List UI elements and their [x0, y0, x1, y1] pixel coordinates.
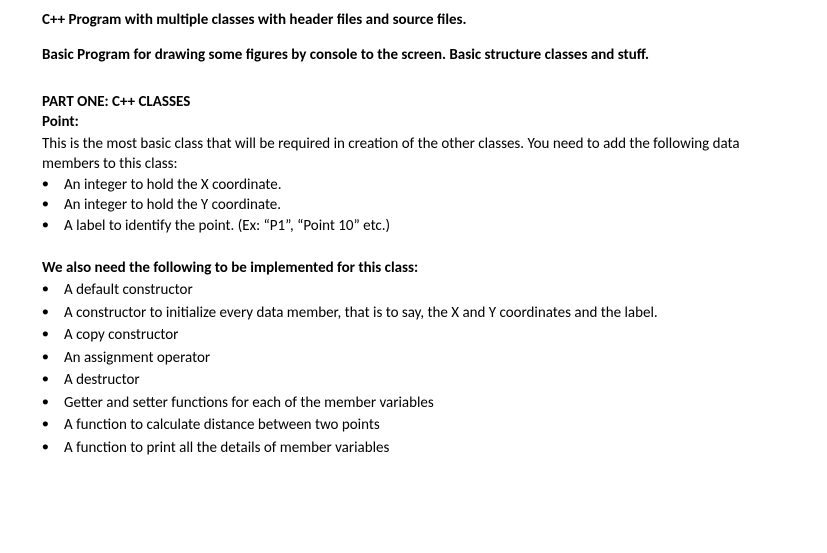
list-item: An assignment operator — [42, 347, 785, 370]
list-item: A default constructor — [42, 279, 785, 302]
implementation-header: We also need the following to be impleme… — [42, 258, 785, 278]
list-item: An integer to hold the X coordinate. — [42, 175, 785, 195]
list-item: Getter and setter functions for each of … — [42, 392, 785, 415]
doc-title-1: C++ Program with multiple classes with h… — [42, 10, 785, 31]
list-item: A label to identify the point. (Ex: “P1”… — [42, 216, 785, 236]
point-header: Point: — [42, 112, 785, 132]
doc-title-2: Basic Program for drawing some figures b… — [42, 45, 785, 66]
list-item: A function to print all the details of m… — [42, 437, 785, 460]
data-members-list: An integer to hold the X coordinate. An … — [42, 175, 785, 236]
list-item: A function to calculate distance between… — [42, 414, 785, 437]
list-item: A copy constructor — [42, 324, 785, 347]
list-item: A constructor to initialize every data m… — [42, 302, 785, 325]
list-item: An integer to hold the Y coordinate. — [42, 195, 785, 215]
list-item: A destructor — [42, 369, 785, 392]
point-intro-text: This is the most basic class that will b… — [42, 134, 785, 175]
part-one-header: PART ONE: C++ CLASSES — [42, 92, 785, 112]
implementation-list: A default constructor A constructor to i… — [42, 279, 785, 459]
